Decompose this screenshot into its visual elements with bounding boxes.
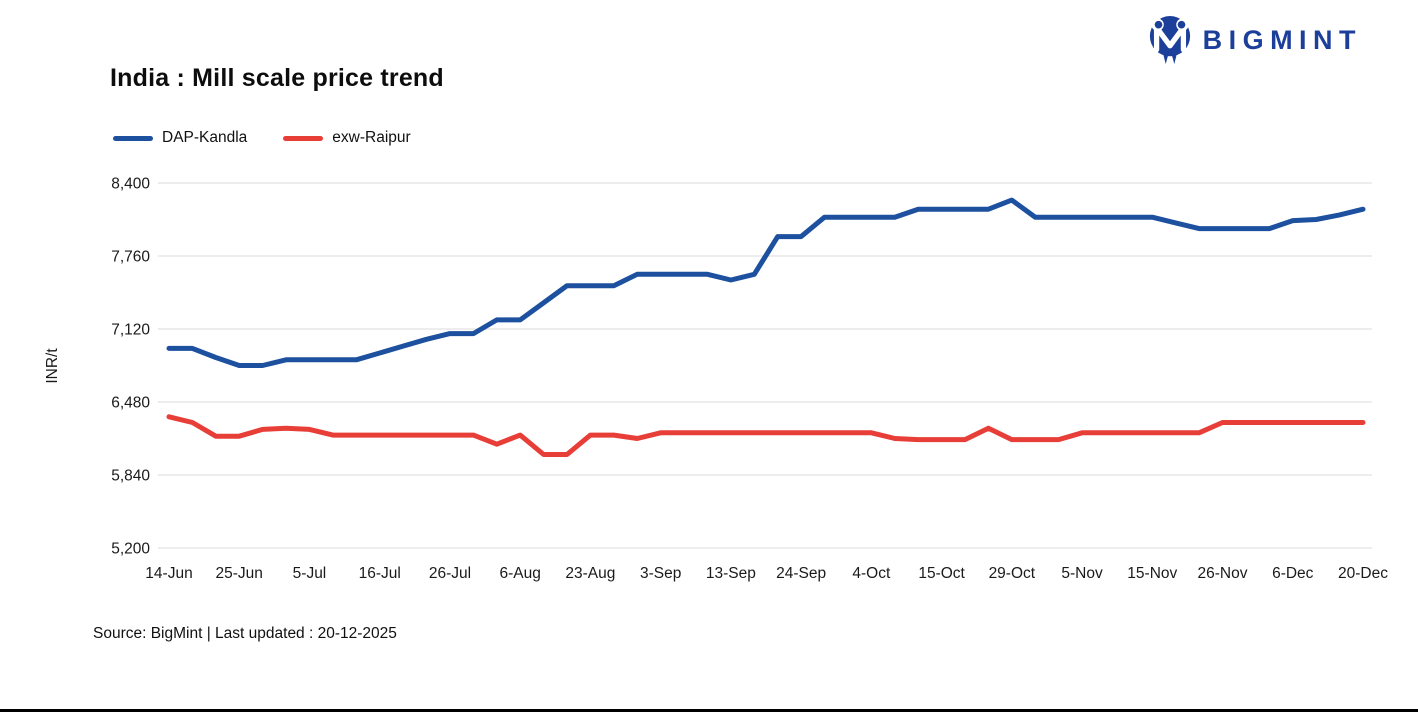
legend-swatch: [113, 135, 153, 141]
series-line-dap-kandla: [166, 197, 1366, 368]
y-axis-title: INR/t: [44, 348, 61, 384]
legend-item-exw-raipur: exw-Raipur: [283, 129, 411, 147]
x-tick-label: 6-Aug: [499, 565, 540, 582]
series-line-exw-raipur: [166, 414, 1366, 457]
y-tick-label: 8,400: [111, 176, 150, 193]
legend-swatch: [283, 135, 324, 141]
x-tick-label: 25-Jun: [216, 565, 263, 582]
x-tick-label: 20-Dec: [1338, 565, 1388, 582]
x-tick-label: 26-Nov: [1198, 565, 1248, 582]
y-tick-label: 5,200: [111, 541, 150, 558]
y-tick-label: 7,760: [111, 249, 150, 266]
x-tick-label: 15-Nov: [1127, 565, 1177, 582]
x-tick-label: 15-Oct: [918, 565, 965, 582]
x-tick-label: 24-Sep: [776, 565, 826, 582]
bigmint-logo-text: BIGMINT: [1202, 24, 1362, 55]
x-tick-label: 5-Jul: [293, 565, 327, 582]
x-tick-label: 13-Sep: [706, 565, 756, 582]
chart-legend: DAP-Kandla exw-Raipur: [113, 129, 411, 147]
source-note: Source: BigMint | Last updated : 20-12-2…: [93, 625, 397, 642]
y-tick-label: 6,480: [111, 395, 150, 412]
x-tick-label: 26-Jul: [429, 565, 471, 582]
bigmint-logo: BIGMINT: [1147, 14, 1362, 66]
x-tick-label: 6-Dec: [1272, 565, 1314, 582]
legend-label: DAP-Kandla: [162, 129, 248, 146]
x-tick-label: 16-Jul: [359, 565, 401, 582]
y-tick-label: 5,840: [111, 468, 150, 485]
x-tick-label: 29-Oct: [989, 565, 1036, 582]
y-tick-label: 7,120: [111, 322, 150, 339]
bigmint-logo-icon: [1149, 16, 1190, 64]
x-tick-label: 5-Nov: [1061, 565, 1103, 582]
x-tick-label: 14-Jun: [145, 565, 192, 582]
x-tick-label: 4-Oct: [852, 565, 891, 582]
x-tick-label: 3-Sep: [640, 565, 681, 582]
page-title: India : Mill scale price trend: [110, 64, 444, 92]
legend-item-dap-kandla: DAP-Kandla: [113, 129, 247, 147]
x-tick-label: 23-Aug: [565, 565, 615, 582]
legend-label: exw-Raipur: [332, 129, 411, 146]
bottom-border-line: [0, 709, 1418, 712]
